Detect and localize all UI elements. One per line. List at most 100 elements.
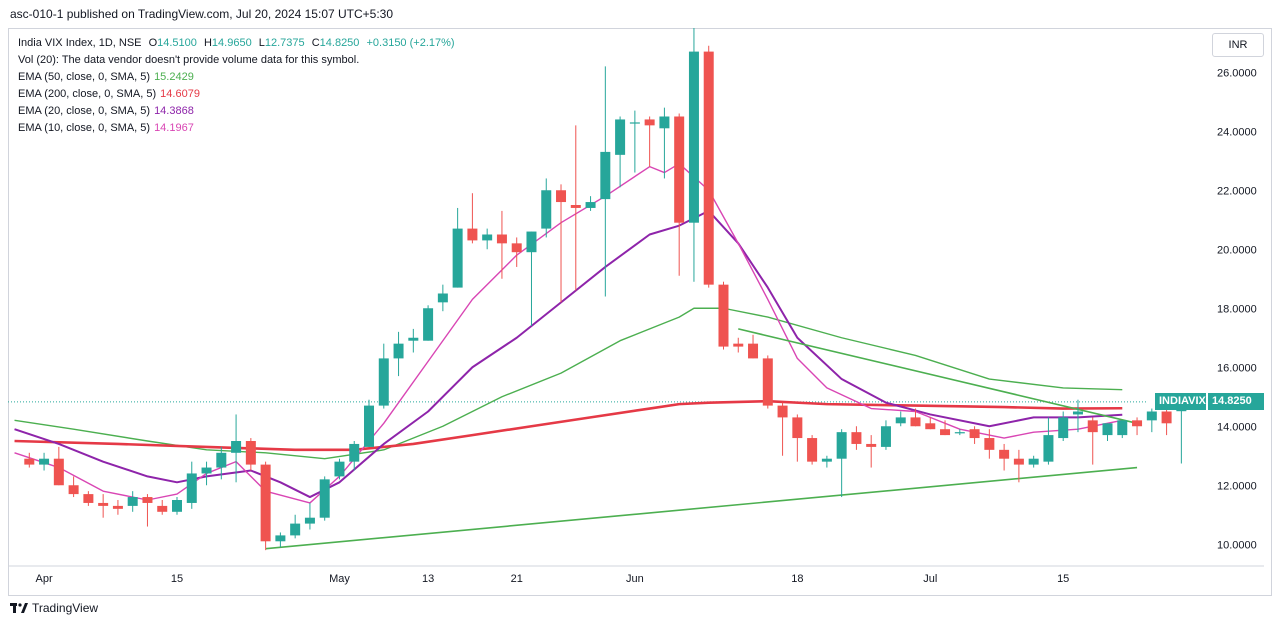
y-tick-label: 22.0000 (1217, 185, 1257, 197)
candle (186, 461, 197, 509)
candle (364, 399, 375, 447)
candle-body (172, 500, 182, 512)
x-tick-label: 13 (422, 573, 434, 585)
candle (482, 228, 493, 250)
candle-body (541, 190, 552, 229)
candle (999, 443, 1010, 471)
candle (585, 196, 596, 211)
candle (880, 420, 891, 450)
candle-body (496, 234, 507, 244)
indicator-ema200: EMA (200, close, 0, SMA, 5) 14.6079 (18, 88, 200, 100)
candle-body (821, 458, 832, 462)
publish-header: asc-010-1 published on TradingView.com, … (10, 7, 394, 21)
x-tick-label: Jul (923, 573, 937, 585)
candle (290, 514, 301, 539)
candle (541, 178, 552, 238)
candle (304, 502, 315, 530)
price-tag-value: 14.8250 (1208, 393, 1264, 411)
candle-body (452, 228, 463, 288)
candle-body (349, 443, 360, 462)
candle-body (777, 405, 788, 418)
footer-brand[interactable]: TradingView (10, 601, 98, 615)
candle-body (334, 461, 345, 477)
candle-body (201, 467, 212, 474)
candle (807, 435, 818, 465)
candle-body (1102, 423, 1113, 436)
symbol-row: India VIX Index, 1D, NSE O14.5100 H14.96… (18, 35, 455, 52)
candle (954, 429, 965, 436)
candle-body (290, 523, 301, 536)
series-line-0 (14, 307, 1123, 460)
candle (733, 337, 744, 353)
candle (600, 66, 611, 297)
candle-body (866, 443, 877, 447)
candle-body (53, 458, 64, 486)
price-tag-symbol: INDIAVIX (1155, 393, 1206, 411)
candle (467, 193, 478, 244)
candle-body (851, 432, 862, 444)
candle-body (792, 417, 803, 439)
candle (1132, 417, 1143, 436)
candle (275, 532, 286, 548)
candle (172, 497, 182, 515)
candle (570, 125, 581, 291)
candle-body (437, 293, 448, 303)
candle-body (1058, 417, 1069, 439)
ohlc-high: H14.9650 (203, 37, 252, 49)
series-line-5 (738, 328, 1138, 425)
candle (112, 500, 123, 515)
series-line-2 (14, 209, 1123, 499)
candle-body (423, 308, 434, 341)
y-tick-label: 18.0000 (1217, 303, 1257, 315)
candle-body (275, 535, 286, 542)
candle (24, 452, 35, 468)
candle (866, 435, 877, 468)
candle (910, 408, 921, 427)
candle-body (68, 485, 79, 495)
candle (895, 411, 906, 427)
candle-body (1087, 420, 1098, 433)
x-tick-label: 18 (791, 573, 803, 585)
candle-body (319, 479, 330, 518)
candle-body (570, 205, 581, 208)
candle-body (526, 231, 537, 253)
candle-body (1028, 458, 1039, 465)
candle (718, 281, 729, 350)
candle (83, 491, 94, 506)
y-tick-label: 26.0000 (1217, 67, 1257, 79)
candle-body (954, 432, 965, 434)
ohlc-close: C14.8250 (311, 37, 360, 49)
candle (452, 207, 463, 288)
candle (703, 45, 714, 288)
candle (748, 334, 759, 359)
candle (245, 438, 256, 471)
candle (408, 328, 419, 353)
candle-body (157, 505, 168, 512)
candle (762, 355, 773, 409)
ohlc-low: L12.7375 (258, 37, 305, 49)
candle-body (836, 432, 847, 459)
candle (836, 429, 847, 498)
candle-body (1146, 411, 1157, 421)
candle-body (216, 452, 227, 468)
candle-body (674, 116, 685, 223)
candle (659, 107, 670, 179)
candle-body (969, 429, 980, 439)
candle-body (378, 358, 389, 406)
candle (1043, 417, 1054, 465)
currency-button[interactable]: INR (1212, 33, 1264, 57)
tradingview-logo-icon (10, 603, 28, 613)
series-line-4 (265, 466, 1138, 550)
candle-body (482, 234, 493, 241)
candle-body (186, 473, 197, 503)
candle (984, 429, 995, 459)
x-tick-label: Apr (36, 573, 53, 585)
footer-brand-name: TradingView (32, 601, 99, 615)
candle (851, 426, 862, 450)
candle-body (39, 458, 50, 465)
candle-body (98, 502, 109, 506)
candle (260, 461, 271, 551)
candle-body (511, 243, 522, 253)
candle (792, 414, 803, 462)
